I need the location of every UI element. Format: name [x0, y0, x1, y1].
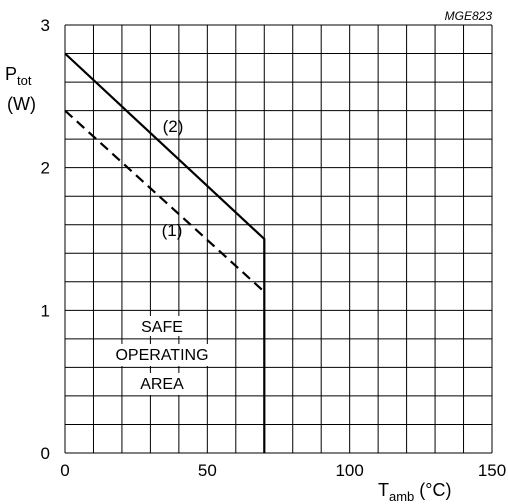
x-tick-label: 100	[335, 461, 363, 480]
y-tick-label: 2	[41, 159, 50, 178]
x-axis-label-unit: (°C)	[419, 480, 451, 500]
series-curve-1-line	[64, 109, 266, 293]
series-label-2: (2)	[163, 117, 184, 136]
area-label-mask-2	[104, 344, 220, 366]
y-tick-label: 1	[41, 301, 50, 320]
series-label-1: (1)	[162, 221, 183, 240]
area-label-operating: OPERATING	[115, 347, 208, 364]
series-group	[64, 52, 266, 453]
y-tick-labels: 0 1 2 3	[41, 16, 50, 463]
x-axis-label-main: T	[378, 480, 389, 500]
x-axis-label: Tamb (°C)	[378, 480, 451, 504]
y-axis-label-sub: tot	[17, 73, 32, 88]
y-axis-unit: (W)	[7, 94, 36, 114]
x-tick-label: 150	[478, 461, 506, 480]
series-curve-2-line	[64, 52, 266, 453]
x-tick-label: 0	[60, 461, 69, 480]
area-label-mask-3	[134, 373, 190, 395]
x-tick-label: 50	[198, 461, 217, 480]
x-axis-label-sub: amb	[389, 489, 414, 504]
area-label-area: AREA	[140, 376, 184, 393]
x-tick-labels: 0 50 100 150	[60, 461, 506, 480]
figure-reference: MGE823	[445, 9, 493, 23]
area-label-safe: SAFE	[141, 319, 183, 336]
y-tick-label: 3	[41, 16, 50, 35]
area-label-mask-1	[136, 316, 188, 336]
y-axis-label: Ptot	[5, 64, 32, 88]
y-tick-label: 0	[41, 444, 50, 463]
y-axis-label-main: P	[5, 64, 17, 84]
grid	[64, 24, 493, 454]
